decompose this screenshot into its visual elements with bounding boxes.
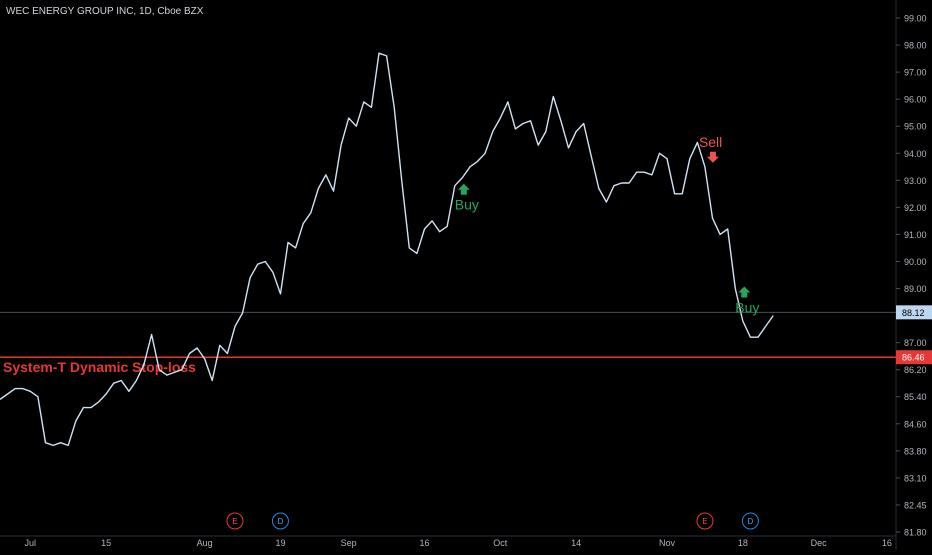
y-tick-label: 91.00 [904,230,927,240]
stop-price-value: 86.46 [902,353,925,363]
x-tick-label: 16 [882,538,892,548]
stop-price-badge [896,350,932,365]
y-tick-label: 86.20 [904,365,927,375]
y-tick-label: 92.00 [904,203,927,213]
x-tick-label: Sep [341,538,357,548]
x-tick-label: Dec [811,538,828,548]
chart-title: WEC ENERGY GROUP INC, 1D, Cboe BZX [6,6,204,17]
y-tick-label: 89.00 [904,284,927,294]
y-tick-label: 99.00 [904,14,927,24]
signals: Buy Sell Buy [455,134,760,316]
price-series [0,52,774,447]
x-tick-label: 18 [738,538,748,548]
dividend-event-label[interactable]: D [748,517,754,526]
y-tick-label: 93.00 [904,176,927,186]
y-tick-label: 97.00 [904,68,927,78]
y-tick-label: 83.10 [904,473,927,483]
x-tick-label: 16 [419,538,429,548]
buy-arrow-icon [457,183,470,195]
y-tick-label: 84.60 [904,419,927,429]
y-tick-label: 94.00 [904,149,927,159]
x-tick-label: Oct [493,538,508,548]
last-price-value: 88.12 [902,308,925,318]
stop-loss-label: System-T Dynamic Stop-loss [3,359,196,375]
earnings-event-icon[interactable] [226,512,244,530]
y-tick-label: 96.00 [904,95,927,105]
y-tick-label: 85.40 [904,392,927,402]
dividend-event-icon[interactable] [741,512,759,530]
y-tick-label: 98.00 [904,41,927,51]
x-tick-label: 15 [101,538,111,548]
y-tick-label: 90.00 [904,257,927,267]
earnings-event-label[interactable]: E [232,517,237,526]
y-tick-label: 81.80 [904,528,927,538]
x-tick-label: Jul [25,538,37,548]
x-tick-label: 14 [571,538,581,548]
dividend-event-label[interactable]: D [278,517,284,526]
dividend-event-icon[interactable] [271,512,289,530]
price-axis[interactable]: 99.00 98.00 97.00 96.00 95.00 94.00 93.00 92.00… [895,0,927,550]
y-tick-label: 95.00 [904,122,927,132]
earnings-event-icon[interactable] [696,512,714,530]
y-tick-label: 82.45 [904,500,927,510]
last-price-badge [896,305,932,320]
x-tick-label: Nov [659,538,676,548]
buy-arrow-icon [738,286,751,298]
earnings-event-label[interactable]: E [702,517,707,526]
sell-arrow-icon [706,151,719,163]
buy-signal-label: Buy [455,197,479,213]
y-tick-label: 83.80 [904,446,927,456]
price-line [0,52,774,447]
sell-signal-label: Sell [699,134,722,150]
overlay-lines: System-T Dynamic Stop-loss [0,311,896,375]
x-tick-label: 19 [275,538,285,548]
price-badges: 88.12 86.46 [896,305,932,365]
time-axis[interactable]: Jul 15 Aug 19 Sep 16 Oct 14 Nov 18 Dec 16 [0,535,896,548]
y-tick-label: 87.00 [904,338,927,348]
x-tick-label: Aug [197,538,213,548]
buy-signal-label: Buy [735,300,759,316]
